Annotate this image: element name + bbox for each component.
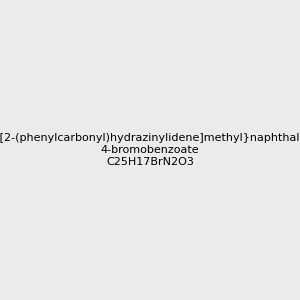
Text: 1-{(Z)-[2-(phenylcarbonyl)hydrazinylidene]methyl}naphthalen-2-yl 4-bromobenzoate: 1-{(Z)-[2-(phenylcarbonyl)hydrazinyliden… <box>0 134 300 166</box>
